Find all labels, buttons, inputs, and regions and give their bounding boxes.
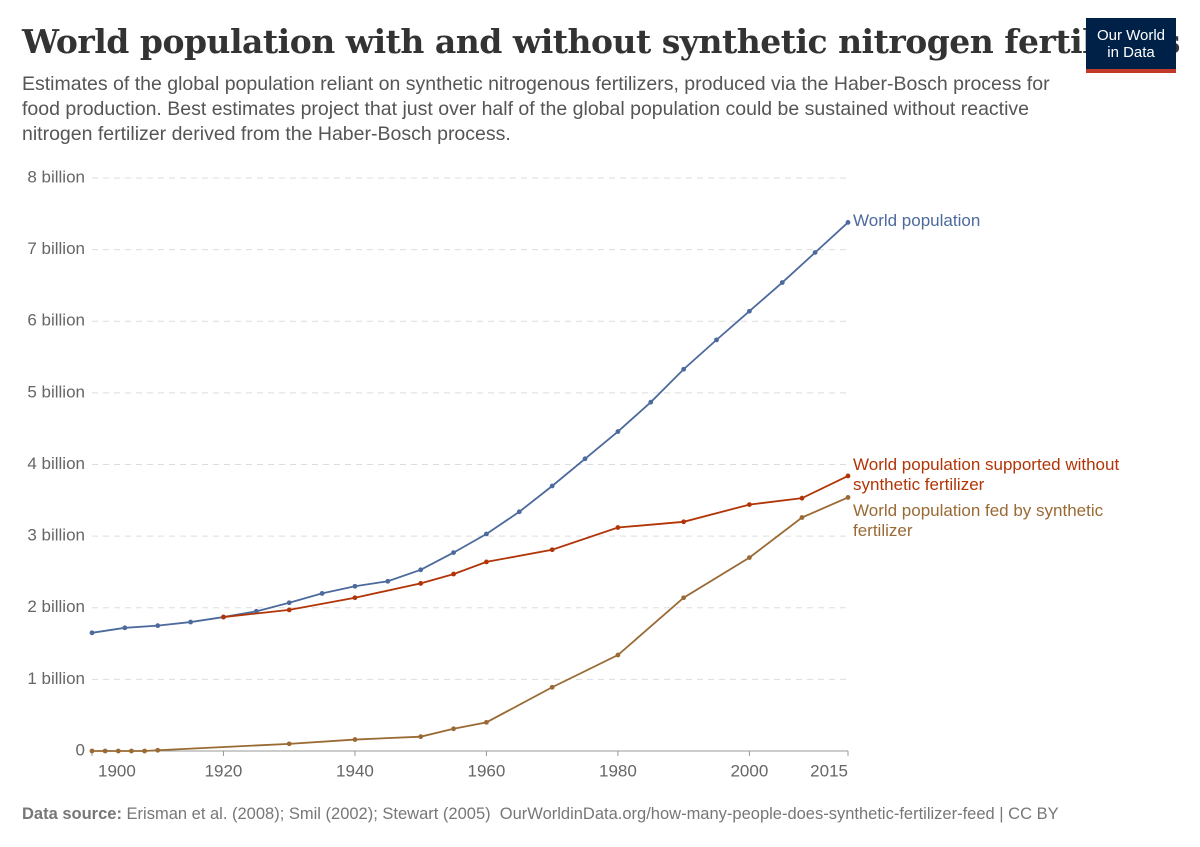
point [615,525,621,530]
point [845,220,851,225]
point [89,630,95,636]
y-tick-label: 8 billion [27,167,85,186]
point [188,619,194,625]
footer: Data source: Erisman et al. (2008); Smil… [22,805,1059,824]
point [549,483,555,489]
point [319,591,325,596]
source-label: Data source: [22,805,122,823]
y-tick-label: 6 billion [27,311,85,330]
y-tick-label: 1 billion [27,669,85,688]
point [615,429,621,434]
point [714,337,719,343]
x-tick-label: 2000 [730,761,768,780]
point [516,509,522,515]
chart-title: World population with and without synthe… [22,22,1180,61]
point [286,607,292,613]
logo-line: Our World [1096,27,1166,44]
point [451,550,456,555]
point [549,547,555,553]
point [286,741,292,747]
point [845,495,851,500]
x-tick-label: 1940 [336,761,374,780]
point [385,578,391,584]
point [122,625,128,631]
x-tick-label: 1960 [468,761,506,780]
point [484,559,489,565]
point [451,726,456,732]
point [582,456,588,462]
series-line [91,221,849,634]
point [615,652,621,658]
point [681,366,687,372]
y-tick-label: 3 billion [27,526,85,545]
point [155,747,161,753]
y-tick-label: 0 [76,740,85,759]
point [352,583,358,589]
point [799,515,805,520]
x-tick-label: 1980 [599,761,637,780]
x-tick-label: 1920 [205,761,243,780]
point [746,308,752,314]
series-label: World population supported without synth… [853,454,1120,494]
point [746,502,752,508]
point [89,748,95,754]
point [812,250,818,255]
point [681,595,687,601]
point [142,748,147,754]
logo[interactable]: Our World in Data [1086,18,1176,73]
y-tick-label: 5 billion [27,382,85,401]
point [129,748,134,754]
series-label: World population fed by synthetic fertil… [853,501,1104,541]
point [418,580,424,586]
series-label: World population [853,211,981,231]
point [648,399,654,405]
series-line [92,496,849,752]
point [779,280,785,285]
point [418,567,424,573]
point [221,614,226,620]
source-url[interactable]: OurWorldinData.org/how-many-people-does-… [499,805,1059,823]
source: Erisman et al. (2008); Smil (2002); Stew… [126,805,491,823]
point [484,531,489,537]
series-line [223,475,849,618]
point [484,719,489,725]
point [549,684,555,690]
point [746,555,752,561]
point [418,734,424,740]
chart-subtitle: Estimates of the global population relia… [22,73,1050,145]
point [155,623,161,629]
point [681,519,687,525]
x-tick-label: 1900 [98,761,136,780]
point [799,495,805,501]
logo-line: in Data [1107,44,1155,61]
x-tick-label: 2015 [810,761,848,780]
point [115,748,121,754]
point [102,748,108,754]
y-tick-label: 4 billion [27,454,85,473]
y-tick-label: 2 billion [27,597,85,616]
point [352,737,358,742]
point [286,600,292,606]
point [451,571,456,577]
point [845,473,851,479]
y-tick-label: 7 billion [27,239,85,258]
point [352,595,358,601]
